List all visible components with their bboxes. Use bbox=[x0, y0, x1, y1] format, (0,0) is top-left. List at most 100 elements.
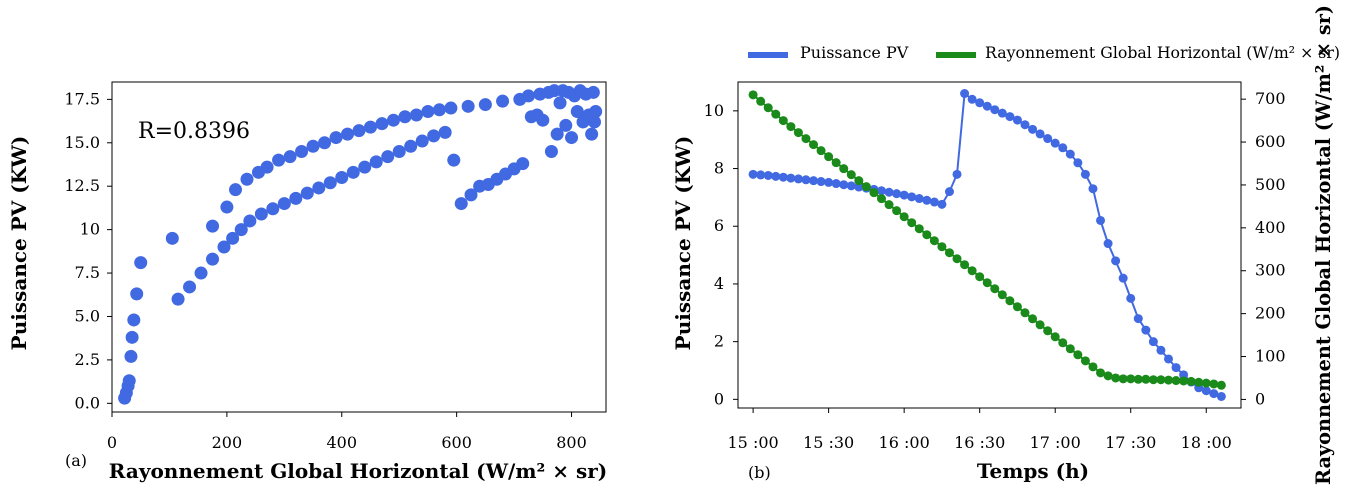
series-point bbox=[778, 172, 788, 182]
scatter-point bbox=[335, 171, 349, 185]
series-point bbox=[982, 278, 992, 288]
scatter-point bbox=[312, 181, 326, 195]
series-point bbox=[922, 195, 932, 205]
series-point bbox=[1209, 379, 1219, 389]
series-point bbox=[1201, 378, 1211, 388]
scatter-point bbox=[318, 136, 332, 150]
panel-b-series bbox=[748, 89, 1226, 401]
x-tick-label: 15 :00 bbox=[728, 433, 779, 452]
series-point bbox=[861, 182, 871, 192]
series-point bbox=[824, 177, 834, 187]
panel-b-label: (b) bbox=[748, 463, 771, 482]
series-point bbox=[809, 140, 819, 150]
scatter-point bbox=[341, 127, 355, 141]
scatter-point bbox=[127, 313, 141, 327]
series-point bbox=[944, 187, 954, 197]
series-point bbox=[1020, 308, 1030, 318]
series-point bbox=[1148, 337, 1158, 347]
scatter-point bbox=[447, 153, 461, 167]
legend-swatch-rayonnement bbox=[936, 52, 976, 58]
series-point bbox=[1058, 143, 1068, 153]
scatter-point bbox=[295, 144, 309, 158]
series-point bbox=[1126, 374, 1136, 384]
series-point bbox=[1111, 373, 1121, 383]
series-point bbox=[1179, 376, 1189, 386]
scatter-point bbox=[421, 105, 435, 119]
scatter-point bbox=[588, 115, 602, 129]
scatter-point bbox=[217, 240, 231, 254]
series-point bbox=[914, 224, 924, 234]
series-point bbox=[854, 182, 864, 192]
right-y-tick-label: 700 bbox=[1255, 89, 1286, 108]
x-tick-label: 15 :30 bbox=[803, 433, 854, 452]
panel-b-right-y-axis-label: Rayonnement Global Horizontal (W/m² × sr… bbox=[1311, 5, 1335, 485]
panel-a-label: (a) bbox=[65, 451, 87, 470]
right-y-tick-label: 300 bbox=[1255, 261, 1286, 280]
panel-a-x-axis-label: Rayonnement Global Horizontal (W/m² × sr… bbox=[109, 459, 607, 483]
scatter-point bbox=[134, 256, 148, 270]
series-point bbox=[1103, 371, 1113, 381]
series-point bbox=[1209, 389, 1219, 399]
series-point bbox=[892, 189, 902, 199]
panel-b-x-axis-label: Temps (h) bbox=[977, 459, 1089, 483]
scatter-point bbox=[229, 183, 242, 197]
series-point bbox=[1118, 374, 1128, 384]
series-point bbox=[952, 169, 962, 179]
right-y-tick-label: 100 bbox=[1255, 347, 1286, 366]
series-point bbox=[1065, 149, 1075, 159]
left-y-tick-label: 8 bbox=[714, 159, 724, 178]
series-point bbox=[1171, 376, 1181, 386]
series-point bbox=[816, 146, 826, 156]
panel-a-y-axis-label: Puissance PV (KW) bbox=[7, 136, 31, 351]
series-point bbox=[1201, 386, 1211, 396]
series-point bbox=[1073, 158, 1083, 168]
series-point bbox=[1043, 134, 1053, 144]
scatter-point bbox=[536, 113, 550, 127]
series-point bbox=[846, 181, 856, 191]
scatter-point bbox=[375, 117, 389, 131]
series-point bbox=[876, 194, 886, 204]
panel-b-x-ticks: 15 :00 15 :30 16 :00 16 :30 17 :00 17 :30 18 :… bbox=[728, 408, 1232, 452]
left-y-tick-label: 6 bbox=[714, 216, 724, 235]
series-point bbox=[869, 188, 879, 198]
series-point bbox=[839, 180, 849, 190]
x-tick-label: 17 :30 bbox=[1105, 433, 1156, 452]
series-point bbox=[937, 242, 947, 252]
scatter-point bbox=[432, 103, 446, 117]
panel-b-legend: Puissance PV Rayonnement Global Horizont… bbox=[748, 43, 1340, 62]
series-point bbox=[982, 101, 992, 111]
panel-b-left-y-axis-label: Puissance PV (KW) bbox=[671, 136, 695, 351]
series-point bbox=[884, 187, 894, 197]
series-point bbox=[756, 96, 766, 106]
series-point bbox=[1050, 138, 1060, 148]
scatter-point bbox=[464, 188, 478, 202]
scatter-point bbox=[272, 153, 286, 167]
series-point bbox=[1216, 391, 1226, 401]
series-point bbox=[1028, 124, 1038, 134]
scatter-point bbox=[125, 330, 139, 344]
series-point bbox=[967, 266, 977, 276]
series-point bbox=[1111, 256, 1121, 266]
series-point bbox=[778, 116, 788, 126]
series-point bbox=[1012, 115, 1022, 125]
left-y-tick-label: 0 bbox=[714, 389, 724, 408]
series-point bbox=[854, 176, 864, 186]
scatter-point bbox=[496, 94, 510, 108]
left-y-tick-label: 10 bbox=[704, 101, 724, 120]
series-point bbox=[1171, 363, 1181, 373]
series-point bbox=[1186, 376, 1196, 386]
series-point bbox=[1163, 354, 1173, 364]
series-point bbox=[899, 190, 909, 200]
series-rayonnement bbox=[748, 90, 1226, 390]
y-tick-label: 7.5 bbox=[75, 263, 100, 282]
series-point bbox=[1088, 362, 1098, 372]
legend-label-rayonnement: Rayonnement Global Horizontal (W/m² × sr… bbox=[985, 43, 1340, 62]
scatter-point bbox=[392, 144, 406, 158]
y-tick-label: 15.0 bbox=[64, 133, 100, 152]
series-point bbox=[1096, 368, 1106, 378]
left-y-tick-label: 2 bbox=[714, 332, 724, 351]
legend-label-puissance-pv: Puissance PV bbox=[800, 43, 909, 62]
right-y-tick-label: 200 bbox=[1255, 304, 1286, 323]
